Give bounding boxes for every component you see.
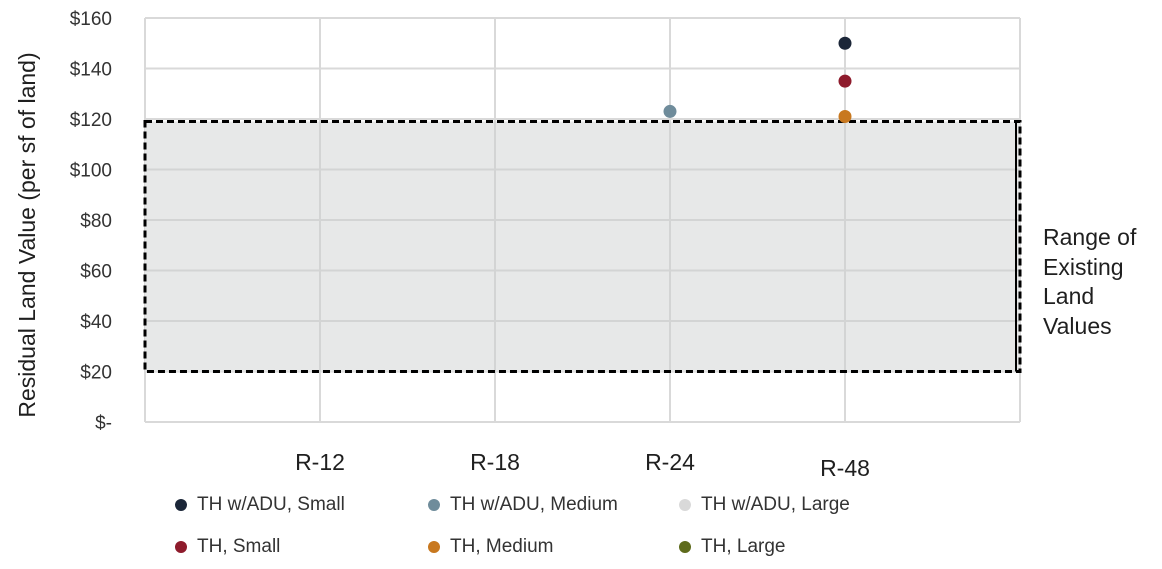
legend-marker-icon <box>175 541 187 553</box>
y-tick-label: $140 <box>70 60 112 81</box>
legend-marker-icon <box>679 541 691 553</box>
y-tick-label: $160 <box>70 9 112 30</box>
legend-label: TH, Small <box>197 536 281 557</box>
legend-item: TH, Large <box>679 536 785 558</box>
legend-item: TH, Medium <box>428 536 553 558</box>
x-category-label: R-12 <box>295 449 345 475</box>
y-axis-title: Residual Land Value (per sf of land) <box>14 52 40 417</box>
legend-item: TH, Small <box>175 536 280 558</box>
x-category-label: R-48 <box>820 455 870 481</box>
legend-marker-icon <box>428 499 440 511</box>
x-category-label: R-24 <box>645 449 695 475</box>
data-point <box>838 36 852 50</box>
data-point <box>838 74 852 88</box>
data-point <box>663 104 677 118</box>
legend-item: TH w/ADU, Large <box>679 494 850 516</box>
legend-item: TH w/ADU, Medium <box>428 494 618 516</box>
legend-marker-icon <box>428 541 440 553</box>
x-category-label: R-18 <box>470 449 520 475</box>
data-point <box>838 109 852 123</box>
legend-label: TH w/ADU, Medium <box>450 494 618 515</box>
legend-marker-icon <box>679 499 691 511</box>
legend-label: TH, Medium <box>450 536 554 557</box>
range-band-border <box>143 120 1022 374</box>
legend-label: TH w/ADU, Small <box>197 494 345 515</box>
y-tick-label: $120 <box>70 110 112 131</box>
legend-item: TH w/ADU, Small <box>175 494 345 516</box>
y-tick-label: $60 <box>80 262 112 283</box>
range-annotation: Range of Existing Land Values <box>1043 223 1161 341</box>
y-tick-label: $80 <box>80 211 112 232</box>
legend-label: TH w/ADU, Large <box>701 494 850 515</box>
y-tick-label: $40 <box>80 312 112 333</box>
legend-marker-icon <box>175 499 187 511</box>
legend-label: TH, Large <box>701 536 786 557</box>
y-tick-label: $- <box>95 413 112 434</box>
y-tick-label: $20 <box>80 363 112 384</box>
y-tick-label: $100 <box>70 161 112 182</box>
range-annotation-line: Land <box>1043 283 1095 309</box>
range-annotation-line: Values <box>1043 312 1112 339</box>
range-band <box>145 121 1020 372</box>
range-annotation-line: Range of <box>1043 224 1137 250</box>
range-annotation-line: Existing <box>1043 253 1124 280</box>
